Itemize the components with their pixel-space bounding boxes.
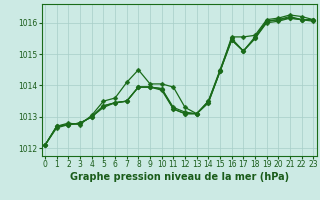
X-axis label: Graphe pression niveau de la mer (hPa): Graphe pression niveau de la mer (hPa) bbox=[70, 172, 289, 182]
